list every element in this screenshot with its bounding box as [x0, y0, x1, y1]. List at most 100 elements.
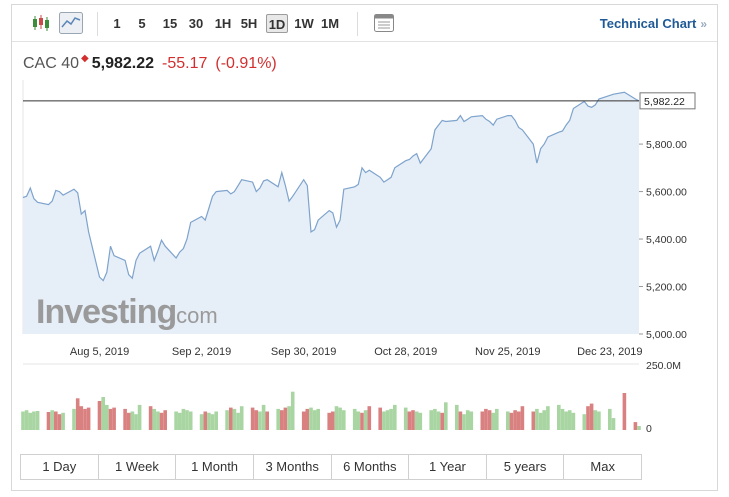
volume-bar — [513, 410, 517, 430]
calendar-icon[interactable] — [373, 13, 395, 33]
price-change-percent: (-0.91%) — [215, 55, 277, 72]
x-tick-label: Oct 28, 2019 — [374, 346, 437, 358]
volume-bar — [50, 410, 54, 430]
interval-button-5[interactable]: 5 — [138, 16, 146, 31]
volume-bar — [203, 411, 208, 430]
volume-bar — [597, 411, 601, 430]
volume-bar — [622, 393, 627, 430]
volume-bar — [509, 412, 514, 430]
interval-button-1[interactable]: 1 — [113, 16, 121, 31]
volume-bar — [557, 404, 561, 430]
volume-bar — [159, 412, 164, 430]
price-area — [23, 92, 639, 334]
candlestick-icon[interactable] — [30, 14, 52, 32]
volume-bar — [305, 408, 310, 430]
x-tick-label: Dec 23, 2019 — [577, 346, 642, 358]
volume-bar — [608, 408, 612, 430]
y-tick-label: 5,800.00 — [646, 139, 687, 151]
volume-bar — [538, 412, 543, 430]
volume-bar — [382, 411, 386, 430]
volume-bar — [156, 411, 160, 430]
volume-bar — [123, 408, 127, 430]
volume-bar — [465, 410, 470, 430]
symbol-name: CAC 40 — [23, 55, 80, 72]
volume-bar — [86, 407, 91, 430]
volume-bar — [567, 410, 572, 430]
volume-bar — [589, 403, 594, 430]
volume-bar — [101, 397, 105, 430]
volume-bar — [429, 410, 433, 430]
volume-bar — [239, 406, 244, 430]
interval-button-15[interactable]: 15 — [162, 16, 178, 31]
price-chart[interactable]: Investing.com 5,000.00 5,200.00 5,400.00 5,6… — [12, 5, 717, 450]
interval-button-30[interactable]: 30 — [188, 16, 204, 31]
volume-bar — [469, 411, 474, 430]
volume-bar — [214, 411, 218, 430]
range-button-1-day[interactable]: 1 Day — [21, 455, 99, 479]
volume-bar — [418, 412, 423, 430]
price-line — [22, 91, 640, 282]
x-tick-label: Sep 30, 2019 — [271, 346, 336, 358]
volume-bar — [360, 412, 364, 430]
volume-bar — [185, 410, 189, 430]
volume-bar — [458, 411, 463, 430]
area-chart-icon[interactable] — [59, 12, 83, 34]
interval-button-1m[interactable]: 1M — [320, 16, 340, 31]
volume-bar — [564, 411, 568, 430]
volume-bar — [637, 426, 641, 430]
range-button-5-years[interactable]: 5 years — [487, 455, 565, 479]
volume-bar — [352, 408, 357, 430]
range-button-1-week[interactable]: 1 Week — [99, 455, 177, 479]
volume-bar — [163, 410, 167, 430]
interval-button-1w[interactable]: 1W — [294, 16, 314, 31]
volume-bar — [258, 411, 262, 430]
volume-bar — [312, 410, 317, 430]
volume-bar — [433, 408, 437, 430]
volume-bar — [287, 406, 291, 430]
range-button-6-months[interactable]: 6 Months — [332, 455, 410, 479]
volume-bar — [134, 414, 138, 430]
volume-bar — [582, 414, 587, 430]
volume-bar — [290, 391, 295, 430]
range-button-3-months[interactable]: 3 Months — [254, 455, 332, 479]
last-price: 5,982.22 — [91, 55, 155, 72]
chevron-right-icon: » — [700, 17, 707, 31]
volume-bar — [46, 412, 51, 430]
volume-bar — [254, 410, 259, 430]
range-button-max[interactable]: Max — [590, 459, 615, 474]
last-price-tag — [639, 92, 696, 110]
volume-bar — [283, 407, 288, 430]
volume-bar — [61, 412, 65, 430]
volume-bar — [54, 411, 58, 430]
volume-bar — [327, 412, 331, 430]
volume-bar — [108, 408, 113, 430]
volume-bar — [72, 408, 76, 430]
volume-bar — [611, 418, 616, 430]
volume-bar — [331, 411, 335, 430]
volume-bar — [24, 410, 29, 430]
interval-button-1d[interactable]: 1D — [266, 14, 288, 33]
volume-bar — [560, 408, 565, 430]
volume-bar — [520, 406, 525, 430]
range-button-1-month[interactable]: 1 Month — [176, 455, 254, 479]
volume-bar — [126, 412, 131, 430]
y-tick-label: 5,400.00 — [646, 234, 687, 246]
volume-bar — [97, 401, 102, 430]
interval-button-1h[interactable]: 1H — [214, 16, 232, 31]
x-tick-label: Nov 25, 2019 — [475, 346, 540, 358]
range-button-1-year[interactable]: 1 Year — [409, 455, 487, 479]
volume-bar — [28, 412, 33, 430]
interval-button-5h[interactable]: 5H — [240, 16, 258, 31]
volume-bar — [79, 406, 84, 430]
price-change: -55.17 — [162, 55, 208, 72]
range-selector: 1 Day 1 Week 1 Month 3 Months 6 Months 1 Year… — [20, 454, 642, 480]
volume-bar — [495, 408, 499, 430]
volume-bar — [236, 412, 240, 430]
volume-bar — [35, 411, 40, 430]
down-arrow-icon: ◆ — [81, 53, 89, 64]
volume-bar — [389, 408, 393, 430]
x-tick-label: Sep 2, 2019 — [172, 346, 231, 358]
technical-chart-link[interactable]: Technical Chart» — [600, 16, 707, 31]
volume-bar — [414, 411, 419, 430]
volume-bar — [462, 414, 466, 430]
